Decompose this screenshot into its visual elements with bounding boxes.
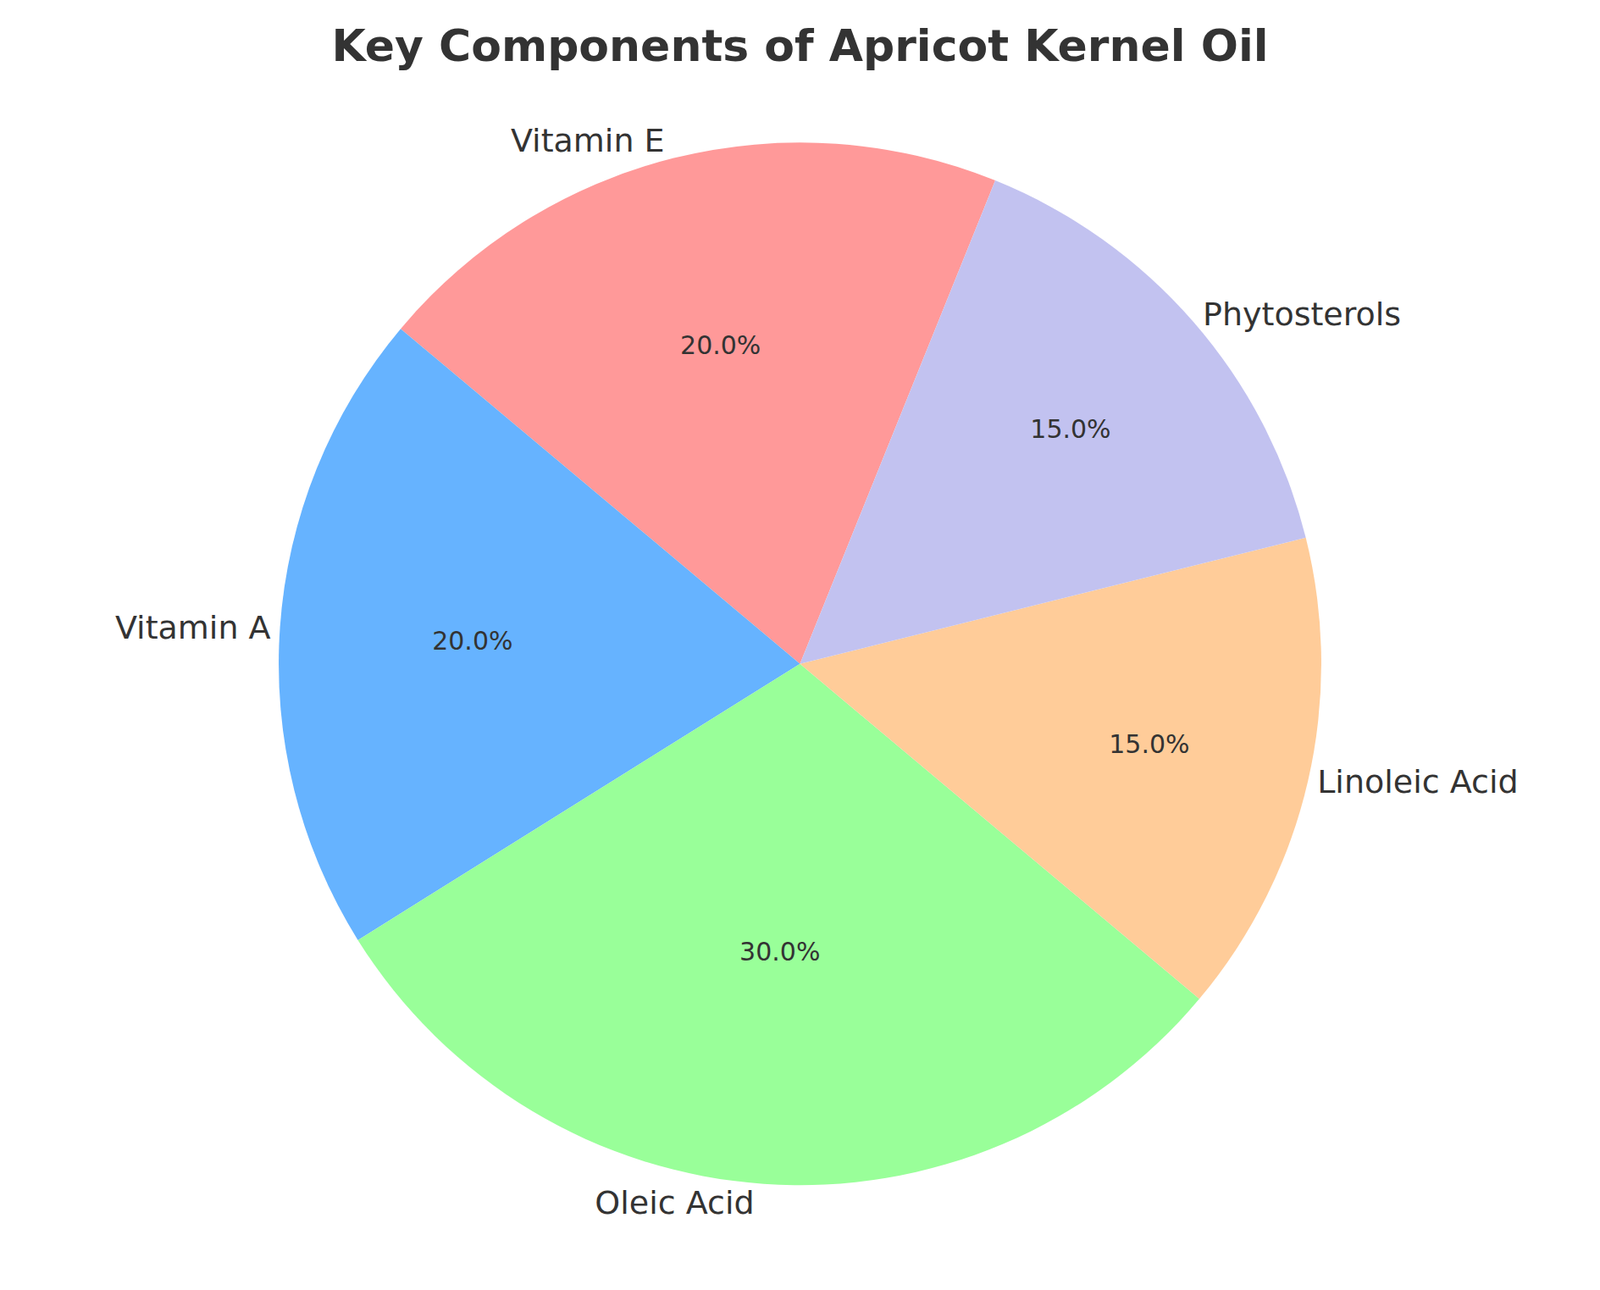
svg-text:20.0%: 20.0% bbox=[680, 330, 761, 360]
svg-text:Phytosterols: Phytosterols bbox=[1202, 295, 1401, 333]
svg-text:Linoleic Acid: Linoleic Acid bbox=[1317, 763, 1518, 801]
svg-text:Vitamin A: Vitamin A bbox=[115, 608, 272, 647]
svg-text:15.0%: 15.0% bbox=[1029, 414, 1111, 444]
svg-text:15.0%: 15.0% bbox=[1108, 729, 1190, 759]
svg-text:Oleic Acid: Oleic Acid bbox=[594, 1184, 754, 1222]
svg-text:20.0%: 20.0% bbox=[431, 625, 513, 656]
svg-text:Vitamin E: Vitamin E bbox=[510, 121, 665, 160]
svg-text:30.0%: 30.0% bbox=[739, 936, 820, 967]
svg-text:Key Components of Apricot Kern: Key Components of Apricot Kernel Oil bbox=[331, 20, 1268, 72]
